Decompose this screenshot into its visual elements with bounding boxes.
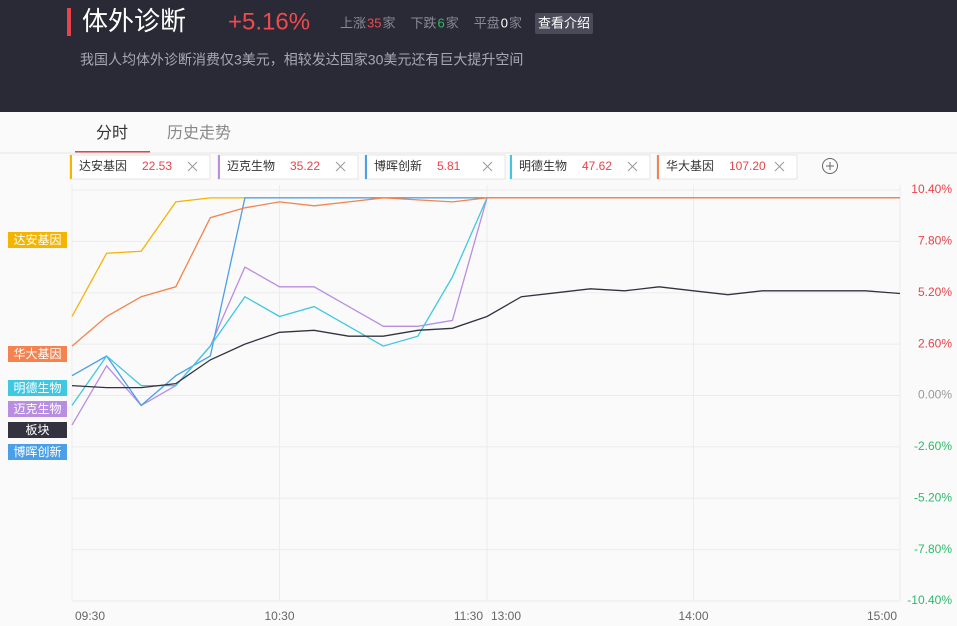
side-label-bg [8, 444, 67, 460]
chip-price: 47.62 [582, 159, 612, 173]
chip-price: 5.81 [437, 159, 461, 173]
chip-close[interactable] [335, 161, 346, 172]
y-tick-label: 0.00% [918, 388, 952, 402]
change: +5.16% [228, 8, 310, 35]
side-label-bg [8, 401, 67, 417]
side-label: 华大基因 [13, 347, 61, 361]
y-tick-label: 10.40% [911, 182, 952, 196]
x-tick-label: 14:00 [678, 609, 708, 623]
y-tick-label: -7.80% [914, 542, 952, 556]
chip-color [365, 155, 367, 179]
chip-price: 107.20 [729, 159, 766, 173]
y-tick-label: -2.60% [914, 439, 952, 453]
stat-unit: 家 [446, 15, 459, 30]
x-tick-label: 15:00 [867, 609, 897, 623]
x-tick-label: 13:00 [491, 609, 521, 623]
side-label-bg [8, 346, 67, 362]
y-tick-label: 2.60% [918, 336, 952, 350]
y-tick-label: -5.20% [914, 490, 952, 504]
stat-count: 0 [501, 15, 508, 30]
x-tick-label: 10:30 [264, 609, 294, 623]
side-label-bg [8, 422, 67, 438]
stat-label: 下跌 [411, 15, 437, 30]
chip-close[interactable] [187, 161, 198, 172]
chip[interactable] [509, 154, 651, 180]
x-tick-label: 11:30 [454, 609, 483, 623]
y-tick-label: 5.20% [918, 285, 952, 299]
chip-price: 22.53 [142, 159, 172, 173]
y-tick-label: -10.40% [907, 593, 952, 607]
stat-count: 35 [367, 15, 381, 30]
chip-name: 博晖创新 [374, 158, 422, 173]
side-label: 迈克生物 [13, 402, 61, 416]
chip-name: 迈克生物 [227, 159, 275, 173]
y-tick-label: 7.80% [918, 234, 952, 248]
tab[interactable]: 历史走势 [167, 124, 231, 142]
side-label: 博晖创新 [13, 444, 61, 459]
chip-close[interactable] [774, 161, 785, 172]
content-bg [0, 112, 957, 626]
chip-color [510, 155, 512, 179]
side-label-bg [8, 380, 67, 396]
series-line [71, 197, 900, 347]
chip-name: 明德生物 [519, 158, 567, 173]
header-bg [0, 0, 957, 112]
x-tick-label: 09:30 [75, 609, 105, 623]
side-label-bg [8, 232, 67, 248]
chip-color [657, 155, 659, 179]
tab-underline [75, 151, 150, 153]
chip-name: 华大基因 [666, 159, 714, 173]
chip-color [218, 155, 220, 179]
side-label: 明德生物 [13, 380, 61, 395]
stat-label: 平盘 [474, 15, 500, 30]
chip[interactable] [217, 154, 359, 180]
add-button[interactable] [822, 158, 838, 174]
series-line [71, 286, 901, 389]
chip-close[interactable] [627, 161, 638, 172]
intro-button[interactable] [535, 13, 593, 34]
stat-unit: 家 [382, 15, 395, 30]
title-bar [67, 8, 71, 36]
subtitle: 我国人均体外诊断消费仅3美元，相较发达国家30美元还有巨大提升空间 [80, 52, 523, 68]
stat-label: 上涨 [340, 15, 366, 30]
stat-count: 6 [438, 15, 445, 30]
title: 体外诊断 [82, 6, 186, 36]
chip-name: 达安基因 [79, 158, 127, 173]
side-label: 达安基因 [13, 232, 61, 247]
chip-price: 35.22 [290, 159, 320, 173]
stat-unit: 家 [509, 15, 522, 30]
intro-button-label[interactable]: 查看介绍 [538, 15, 590, 30]
chip-close[interactable] [482, 161, 493, 172]
add-icon [826, 162, 834, 170]
chip-color [70, 155, 72, 179]
side-label: 板块 [25, 423, 49, 437]
tab-active[interactable]: 分时 [96, 124, 128, 142]
chip[interactable] [364, 154, 506, 180]
